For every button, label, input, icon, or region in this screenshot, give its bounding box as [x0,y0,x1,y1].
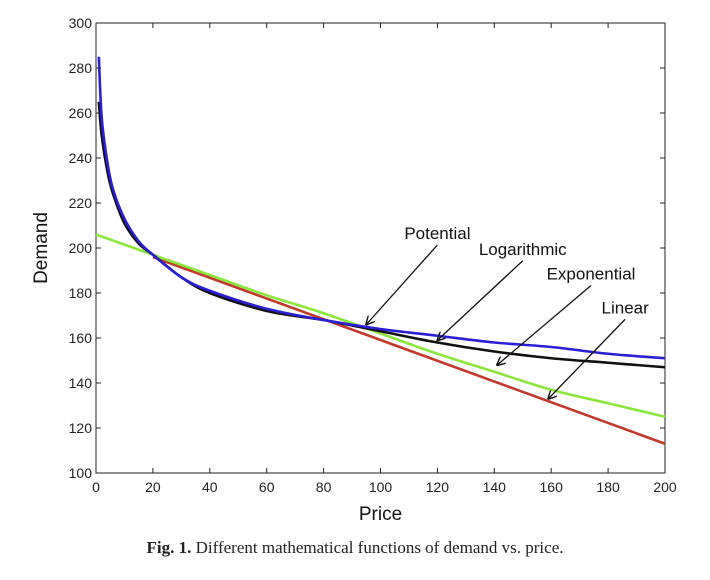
annotation-label-potential: Potential [404,224,470,243]
series-line-logarithmic [97,101,666,369]
x-tick-label: 140 [483,479,507,495]
y-tick-label: 280 [69,60,93,76]
y-tick-label: 260 [69,105,93,121]
y-tick-label: 160 [69,330,93,346]
x-tick-label: 180 [596,479,620,495]
x-tick-label: 100 [369,479,393,495]
x-tick-label: 60 [259,479,275,495]
x-tick-label: 20 [145,479,161,495]
plot-frame [95,22,666,474]
y-tick-label: 120 [69,420,93,436]
x-tick-label: 80 [316,479,332,495]
series-line-potential [97,56,666,360]
annotation-arrow-linear [548,318,626,399]
series-line-exponential [95,233,666,419]
y-tick-label: 180 [69,285,93,301]
y-tick-label: 300 [69,15,93,31]
annotation-arrow-exponential [497,285,592,366]
annotation-label-exponential: Exponential [547,265,636,284]
annotation-arrow-potential [366,244,438,325]
figure-caption: Fig. 1. Different mathematical functions… [0,538,710,558]
series-line-linear [152,255,666,445]
x-axis-label: Price [359,504,402,525]
x-tick-label: 200 [653,479,677,495]
annotation-label-linear: Linear [602,298,650,317]
figure-caption-text: Different mathematical functions of dema… [195,538,564,557]
y-tick-label: 140 [69,375,93,391]
figure-caption-label: Fig. 1. [146,538,192,557]
x-tick-label: 40 [202,479,218,495]
annotation-label-logarithmic: Logarithmic [479,240,567,259]
y-tick-label: 200 [69,240,93,256]
demand-price-chart: 0 20 40 60 80 100 120 140 160 180 200 100 120 140 160 1… [31,15,677,525]
x-tick-label: 0 [92,479,100,495]
y-tick-label: 220 [69,195,93,211]
y-tick-label: 240 [69,150,93,166]
x-tick-label: 160 [540,479,564,495]
x-tick-label: 120 [426,479,450,495]
plot-area: 0 20 40 60 80 100 120 140 160 180 200 100 120 140 160 1… [69,15,677,495]
y-axis-label: Demand [31,212,52,284]
y-tick-label: 100 [69,465,93,481]
annotation-arrow-logarithmic [437,260,524,341]
